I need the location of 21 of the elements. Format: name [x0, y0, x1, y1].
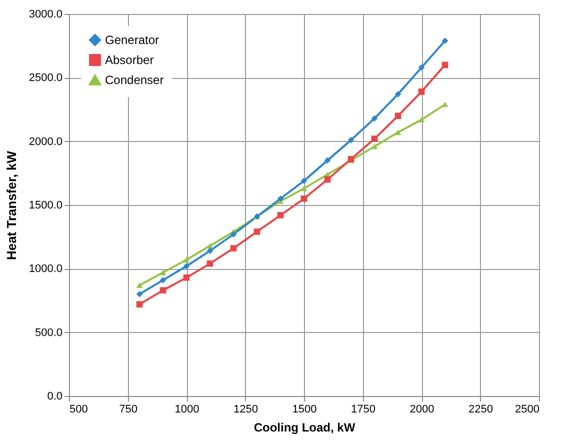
- x-axis-title: Cooling Load, kW: [254, 420, 356, 434]
- x-tick-label: 1250: [234, 404, 258, 416]
- x-tick-label: 750: [119, 404, 138, 416]
- y-tick-label: 0.0: [47, 390, 62, 402]
- x-tick-label: 1000: [174, 404, 200, 416]
- y-tick-label: 1500.0: [28, 200, 62, 212]
- legend-label: Condenser: [105, 73, 164, 87]
- y-tick-label: 2500.0: [28, 72, 62, 84]
- y-tick-label: 500.0: [34, 326, 62, 339]
- legend-label: Absorber: [105, 53, 154, 67]
- legend-label: Generator: [105, 33, 160, 47]
- x-tick-label: 2000: [410, 404, 434, 416]
- y-tick-label: 3000.0: [28, 8, 62, 20]
- y-axis-title: Heat Transfer, kW: [4, 150, 19, 260]
- x-tick-label: 2250: [468, 404, 493, 416]
- y-tick-label: 1000.0: [28, 263, 62, 276]
- x-tick-label: 2500: [515, 404, 540, 416]
- x-tick-label: 1500: [292, 404, 317, 416]
- x-tick-label: 1750: [351, 404, 376, 416]
- y-tick-label: 2000.0: [28, 136, 62, 148]
- x-tick-label: 500: [70, 404, 88, 416]
